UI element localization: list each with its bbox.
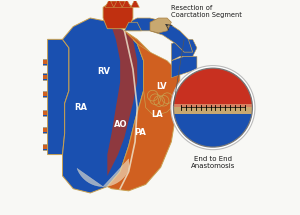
Polygon shape: [41, 127, 48, 133]
Polygon shape: [41, 92, 46, 96]
Polygon shape: [171, 39, 197, 61]
Text: LA: LA: [152, 109, 163, 118]
Polygon shape: [41, 128, 46, 132]
Polygon shape: [122, 0, 131, 7]
Polygon shape: [107, 27, 137, 176]
Polygon shape: [41, 91, 48, 97]
Polygon shape: [41, 74, 48, 80]
Text: LV: LV: [156, 82, 167, 91]
Polygon shape: [41, 144, 48, 150]
Polygon shape: [107, 31, 176, 191]
Polygon shape: [75, 120, 137, 187]
Circle shape: [171, 66, 255, 150]
Polygon shape: [103, 1, 133, 29]
Text: RV: RV: [98, 67, 111, 76]
Polygon shape: [41, 58, 48, 65]
Polygon shape: [41, 60, 46, 64]
Polygon shape: [171, 56, 197, 78]
Polygon shape: [105, 0, 114, 7]
Polygon shape: [124, 22, 142, 31]
Polygon shape: [150, 18, 171, 33]
Polygon shape: [41, 111, 46, 115]
Polygon shape: [77, 159, 129, 187]
Polygon shape: [173, 112, 252, 147]
Polygon shape: [173, 68, 252, 108]
Polygon shape: [137, 44, 180, 116]
Polygon shape: [41, 145, 46, 149]
Wedge shape: [174, 68, 252, 108]
Text: Resection of
Coarctation Segment: Resection of Coarctation Segment: [171, 5, 242, 18]
Text: PA: PA: [134, 128, 146, 137]
Polygon shape: [41, 75, 46, 79]
Polygon shape: [173, 104, 252, 107]
Text: RA: RA: [74, 103, 87, 112]
Polygon shape: [114, 0, 122, 7]
Polygon shape: [62, 18, 144, 193]
Polygon shape: [173, 107, 252, 114]
Polygon shape: [129, 18, 193, 52]
Text: AO: AO: [114, 120, 128, 129]
Polygon shape: [48, 39, 69, 155]
Polygon shape: [41, 110, 48, 116]
Text: End to End
Anastomosis: End to End Anastomosis: [191, 156, 235, 169]
Polygon shape: [131, 0, 139, 7]
